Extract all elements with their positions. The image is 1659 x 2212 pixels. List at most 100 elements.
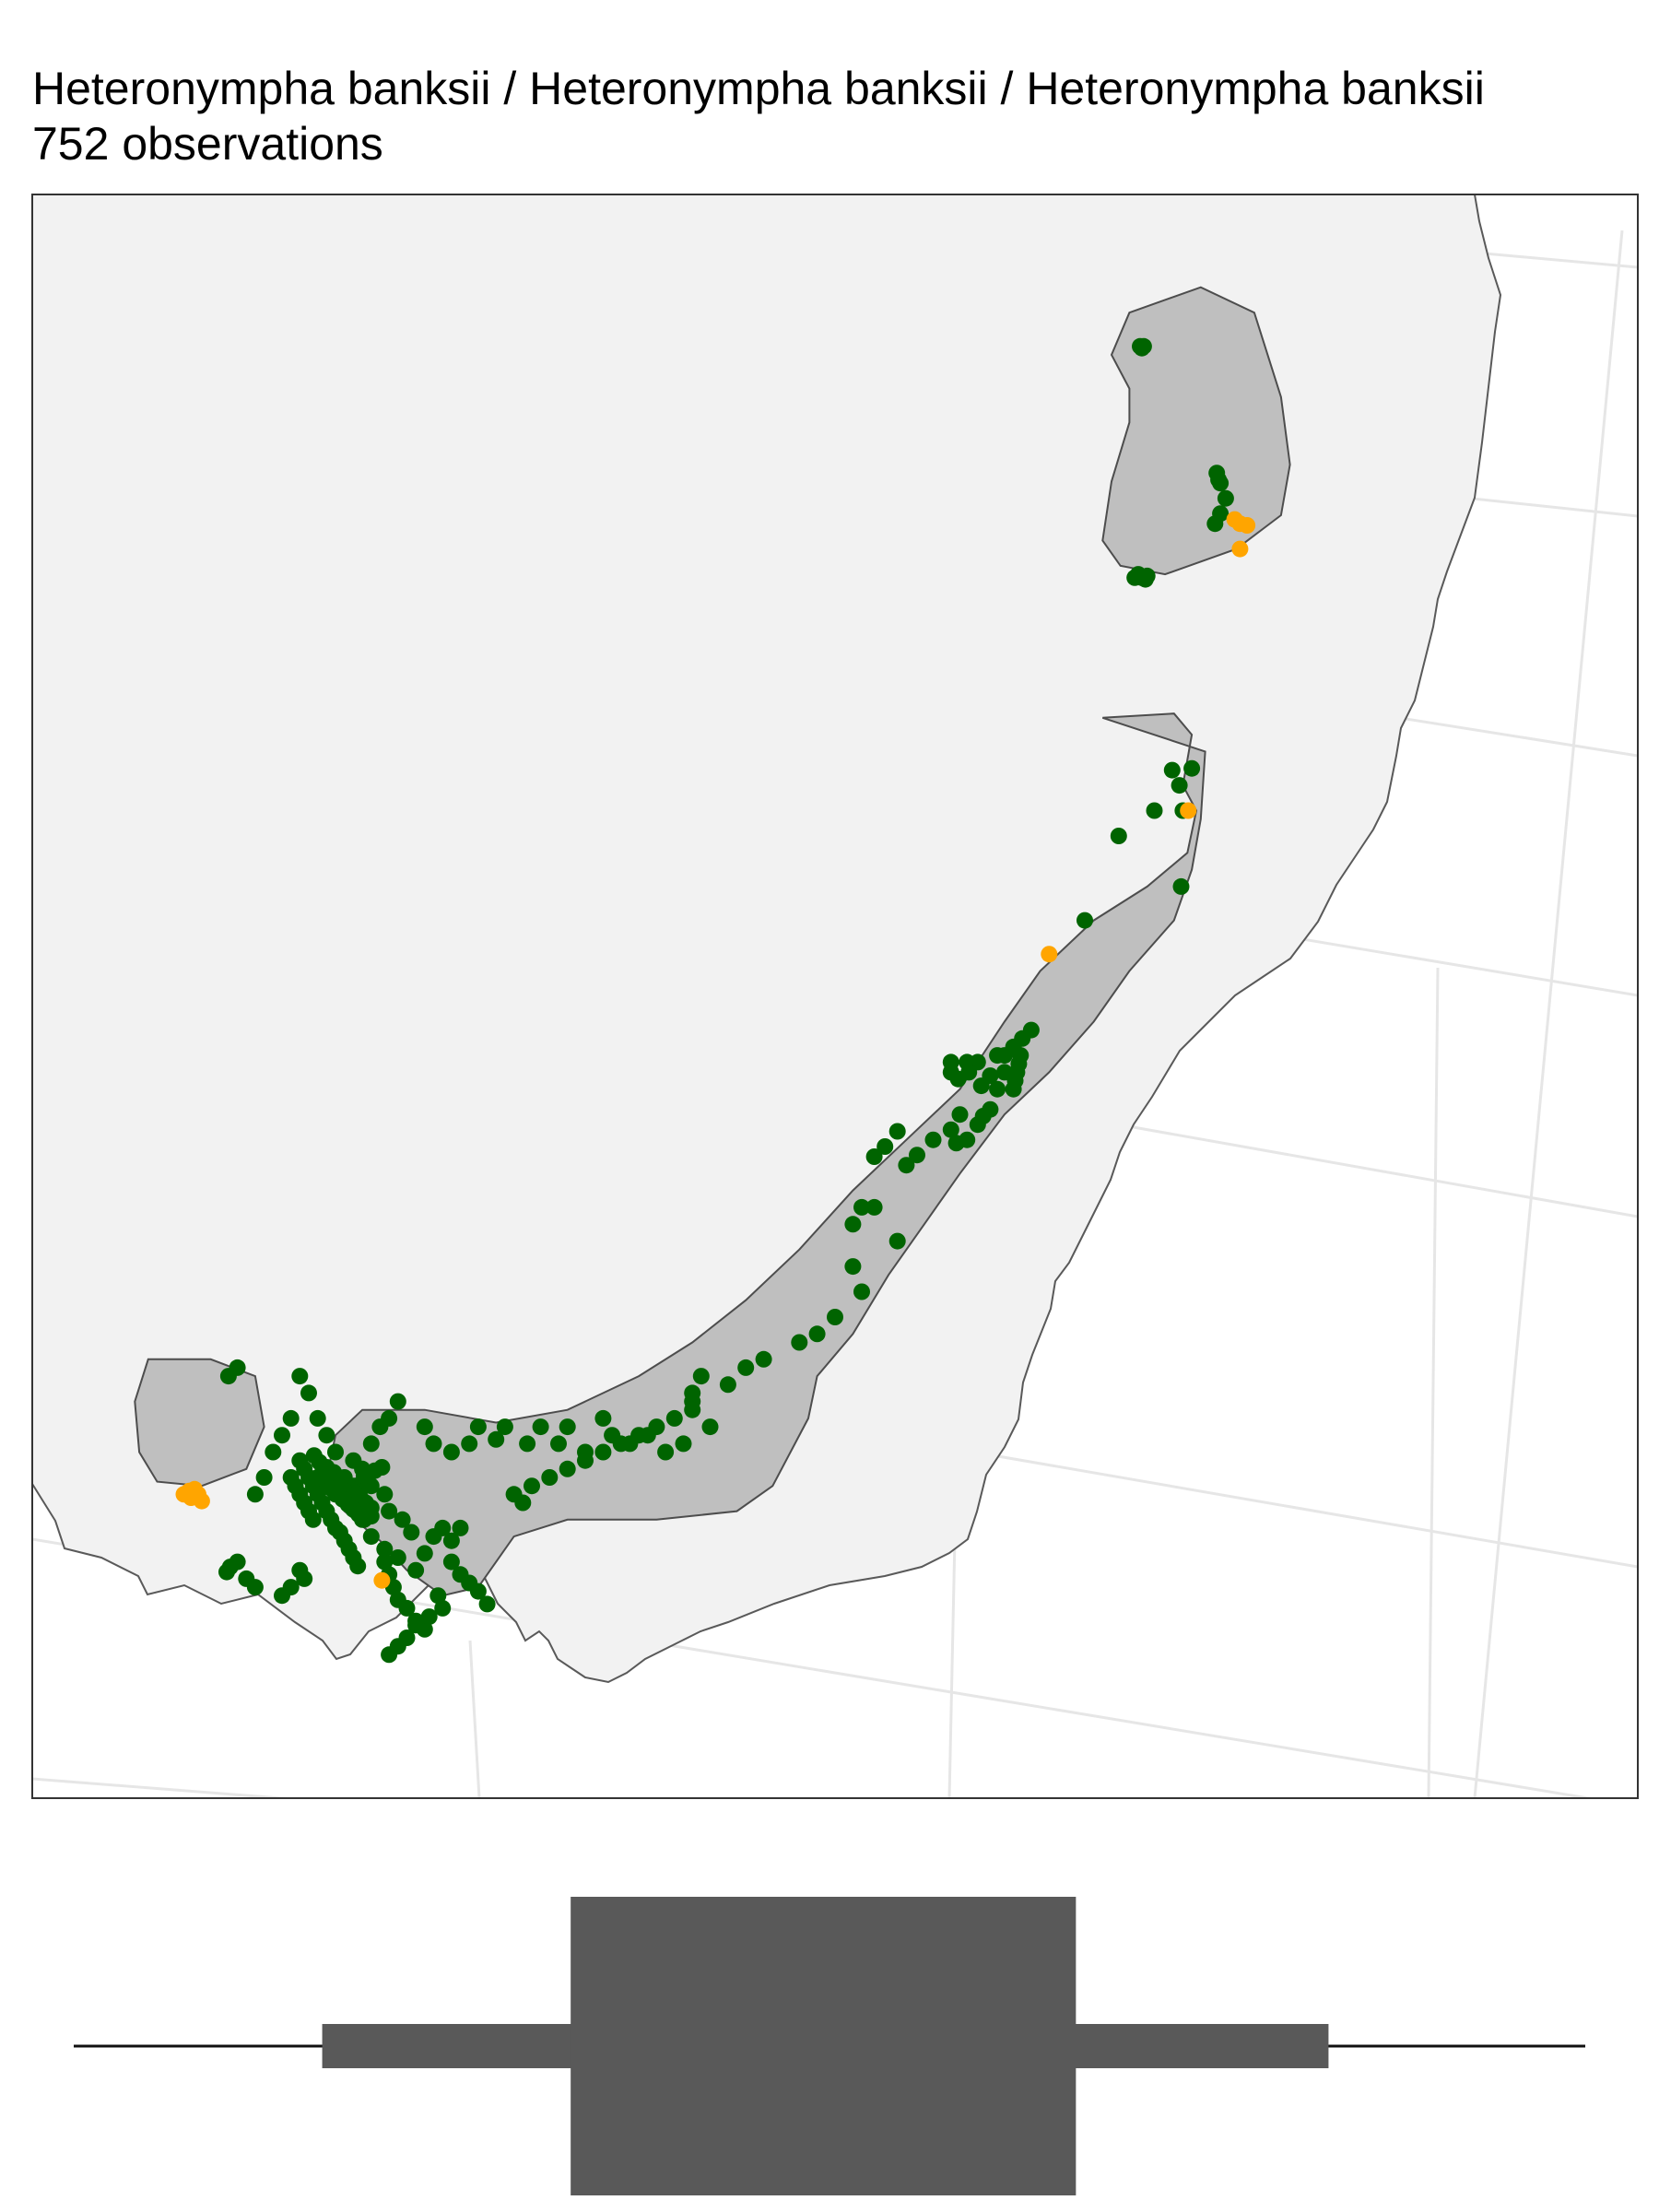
observation-point xyxy=(737,1359,755,1376)
observation-point xyxy=(947,1135,965,1152)
observation-point xyxy=(219,1368,237,1385)
observation-point xyxy=(657,1443,675,1461)
observation-point xyxy=(420,1608,438,1626)
observation-point xyxy=(853,1198,870,1216)
observation-point xyxy=(692,1368,710,1385)
observation-point xyxy=(1171,777,1188,794)
observation-point xyxy=(349,1558,367,1575)
observation-point xyxy=(469,1418,487,1436)
observation-point xyxy=(434,1519,452,1536)
observation-point xyxy=(1077,912,1093,929)
observation-point xyxy=(888,1232,906,1250)
graticule-line xyxy=(1427,967,1440,1798)
observation-point xyxy=(1135,337,1152,355)
observation-point xyxy=(1217,489,1234,507)
observation-point xyxy=(665,1409,683,1427)
outlier-point xyxy=(1180,802,1197,819)
observation-point xyxy=(488,1430,505,1448)
observation-point xyxy=(612,1435,629,1453)
observation-point xyxy=(577,1452,594,1469)
observation-point xyxy=(888,1123,906,1140)
observation-point xyxy=(1110,828,1127,844)
observation-point xyxy=(376,1553,394,1571)
observation-point xyxy=(442,1532,460,1549)
observation-point xyxy=(304,1511,322,1528)
observation-point xyxy=(291,1368,309,1385)
observation-point xyxy=(381,1502,398,1520)
observation-point xyxy=(969,1116,986,1134)
observation-point xyxy=(514,1494,532,1512)
observation-point xyxy=(274,1427,290,1444)
observation-point xyxy=(524,1477,540,1495)
observation-point xyxy=(376,1540,394,1558)
observation-layer xyxy=(218,337,1234,1664)
observation-point xyxy=(362,1528,380,1546)
observation-point xyxy=(371,1418,389,1436)
observation-point xyxy=(898,1157,915,1174)
observation-point xyxy=(265,1443,282,1461)
observation-point xyxy=(989,1047,1006,1065)
graticule-line xyxy=(468,1640,481,1798)
observation-point xyxy=(827,1309,843,1325)
observation-point xyxy=(255,1469,273,1486)
observation-point xyxy=(594,1409,612,1427)
observation-point xyxy=(532,1418,549,1436)
observation-point xyxy=(982,1067,999,1085)
map-title: Heteronympha banksii / Heteronympha bank… xyxy=(32,63,1485,114)
observation-point xyxy=(1206,515,1224,533)
outlier-point xyxy=(1041,946,1058,963)
observation-point xyxy=(327,1443,344,1461)
observation-point xyxy=(434,1599,452,1617)
observation-point xyxy=(550,1435,567,1453)
observation-point xyxy=(416,1545,433,1562)
observation-point xyxy=(865,1198,883,1216)
observation-point xyxy=(791,1334,808,1351)
observation-point xyxy=(394,1511,411,1528)
observation-point xyxy=(1146,802,1163,819)
observation-point xyxy=(381,1646,398,1664)
observation-point xyxy=(924,1131,942,1148)
observation-point xyxy=(274,1587,290,1605)
observation-point xyxy=(296,1570,313,1587)
observation-point xyxy=(389,1549,406,1566)
observation-point xyxy=(559,1460,576,1477)
northern-range-polygon xyxy=(1101,286,1291,576)
observation-point xyxy=(478,1595,496,1613)
observation-point xyxy=(989,1080,1006,1098)
observation-point xyxy=(1126,569,1144,586)
observation-point xyxy=(1183,759,1201,777)
observation-point xyxy=(345,1452,362,1469)
observation-point xyxy=(442,1443,460,1461)
observation-point xyxy=(519,1435,536,1453)
observation-point xyxy=(469,1583,487,1600)
observation-point xyxy=(416,1418,433,1436)
outlier-point xyxy=(182,1489,200,1506)
range-layer xyxy=(134,286,1291,1597)
observation-point xyxy=(1212,475,1230,492)
observation-point xyxy=(844,1216,862,1233)
observation-point xyxy=(1163,761,1181,779)
observation-point xyxy=(909,1147,925,1164)
graticule-line xyxy=(1473,229,1624,1798)
observation-point xyxy=(1172,877,1190,895)
observation-point xyxy=(755,1350,772,1368)
observation-point xyxy=(951,1106,969,1124)
observation-point xyxy=(442,1553,460,1571)
observation-point xyxy=(701,1418,719,1436)
outlier-point xyxy=(1231,540,1249,558)
observation-point xyxy=(246,1579,264,1596)
outlier-layer xyxy=(175,511,1256,1589)
observation-point xyxy=(719,1376,736,1394)
observation-point xyxy=(398,1599,416,1617)
observation-point xyxy=(362,1435,380,1453)
observation-point xyxy=(461,1435,478,1453)
observation-point xyxy=(541,1469,559,1486)
observation-point xyxy=(309,1409,326,1427)
observation-point xyxy=(300,1384,317,1402)
observation-point xyxy=(865,1148,883,1165)
observation-point xyxy=(403,1524,420,1541)
observation-point xyxy=(1005,1080,1022,1098)
observation-point xyxy=(877,1138,894,1155)
observation-point xyxy=(630,1427,648,1444)
